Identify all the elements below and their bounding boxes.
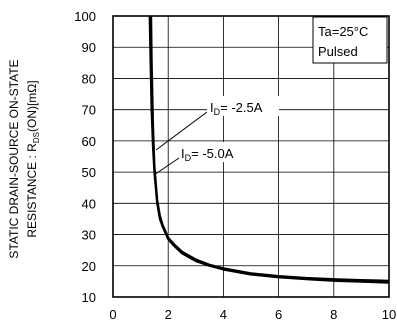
x-tick-label-3: 6 bbox=[275, 307, 282, 322]
y-tick-label-4: 50 bbox=[82, 165, 96, 180]
legend-line-1: Ta=25°C bbox=[318, 24, 368, 39]
series-line-1 bbox=[148, 15, 390, 284]
y-tick-label-5: 60 bbox=[82, 134, 96, 149]
y-tick-label-1: 20 bbox=[82, 259, 96, 274]
x-tick-label-2: 4 bbox=[220, 307, 227, 322]
series-label-0-text: ID= -2.5A bbox=[210, 100, 263, 117]
series-label-0-bg bbox=[207, 96, 279, 116]
y-tick-label-3: 40 bbox=[82, 196, 96, 211]
y-tick-label-2: 30 bbox=[82, 228, 96, 243]
x-tick-label-0: 0 bbox=[109, 307, 116, 322]
y-axis-label-line-2: RESISTANCE : RDS(ON)[mΩ] bbox=[25, 80, 41, 237]
tick-labels: 0 2 4 6 8 10 10 20 30 40 50 60 70 80 90 100 bbox=[74, 9, 396, 322]
legend-line-2: Pulsed bbox=[318, 44, 358, 59]
plot-frame bbox=[112, 15, 390, 298]
series-label-0: ID= -2.5A bbox=[155, 96, 279, 151]
legend-frame bbox=[312, 16, 388, 64]
x-tick-label-5: 10 bbox=[382, 307, 396, 322]
series-label-1-text: ID= -5.0A bbox=[181, 146, 234, 163]
y-axis-label: STATIC DRAIN-SOURCE ON-STATE RESISTANCE … bbox=[7, 59, 41, 258]
y-tick-label-7: 80 bbox=[82, 71, 96, 86]
y-tick-label-8: 90 bbox=[82, 40, 96, 55]
x-tick-label-1: 2 bbox=[165, 307, 172, 322]
grid bbox=[113, 16, 389, 297]
series-label-1-bg bbox=[179, 142, 251, 162]
legend-box: Ta=25°C Pulsed bbox=[312, 16, 388, 64]
series-label-0-leader bbox=[155, 111, 208, 151]
y-tick-label-0: 10 bbox=[82, 290, 96, 305]
series-label-1-leader bbox=[153, 157, 180, 176]
curves bbox=[148, 15, 390, 284]
y-tick-label-6: 70 bbox=[82, 103, 96, 118]
y-axis-label-line-1: STATIC DRAIN-SOURCE ON-STATE bbox=[7, 59, 21, 258]
x-tick-label-4: 8 bbox=[330, 307, 337, 322]
series-label-1: ID= -5.0A bbox=[153, 142, 251, 176]
y-tick-label-9: 100 bbox=[74, 9, 96, 24]
